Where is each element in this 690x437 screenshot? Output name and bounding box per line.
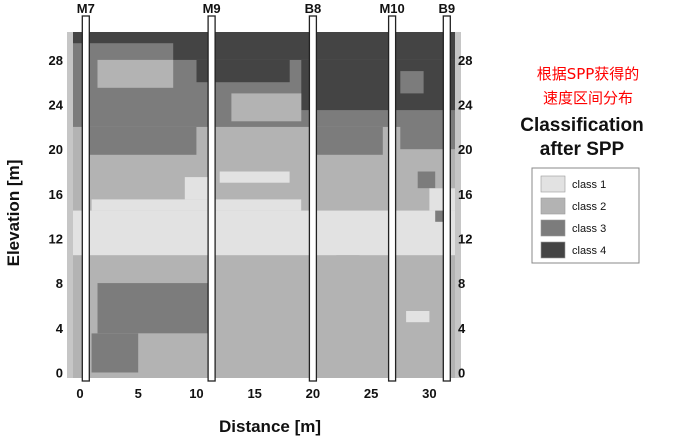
y-tick-label-right: 0 bbox=[458, 365, 465, 380]
right-side-strip bbox=[455, 32, 461, 378]
x-axis-title: Distance [m] bbox=[219, 417, 321, 436]
y-tick-label-right: 24 bbox=[458, 98, 473, 113]
class-3-region bbox=[435, 210, 447, 222]
y-tick-label-right: 28 bbox=[458, 53, 472, 68]
class-1-region bbox=[91, 199, 302, 211]
y-tick-label-left: 24 bbox=[49, 98, 64, 113]
class-3-region bbox=[312, 126, 383, 155]
class-1-region bbox=[73, 210, 455, 256]
class-4-region bbox=[301, 59, 455, 111]
x-tick-label: 0 bbox=[76, 386, 83, 401]
y-tick-label-left: 8 bbox=[56, 276, 63, 291]
class-2-region bbox=[231, 93, 302, 122]
x-tick-label: 15 bbox=[247, 386, 261, 401]
class-4-region bbox=[196, 59, 290, 83]
class-2-region bbox=[336, 255, 360, 267]
y-tick-label-right: 4 bbox=[458, 321, 466, 336]
y-axis-title: Elevation [m] bbox=[4, 160, 23, 267]
well-label: M10 bbox=[379, 1, 404, 16]
class-1-region bbox=[184, 177, 209, 200]
well-label: B9 bbox=[438, 1, 455, 16]
well-column bbox=[308, 15, 318, 382]
x-tick-label: 30 bbox=[422, 386, 436, 401]
well-label: B8 bbox=[305, 1, 322, 16]
x-tick-label: 10 bbox=[189, 386, 203, 401]
y-tick-label-right: 8 bbox=[458, 276, 465, 291]
y-tick-label-left: 0 bbox=[56, 365, 63, 380]
left-side-strip bbox=[67, 32, 73, 378]
text-line: after SPP bbox=[540, 139, 625, 160]
legend-label: class 4 bbox=[572, 245, 606, 257]
well-markers: M7 M9 B8 M10 B9 bbox=[77, 1, 455, 382]
text-line: 速度区间分布 bbox=[543, 89, 633, 107]
well-column bbox=[387, 15, 397, 382]
well-label: M9 bbox=[203, 1, 221, 16]
class-3-region bbox=[85, 126, 197, 155]
text-line: Classification bbox=[520, 115, 644, 136]
legend-label: class 2 bbox=[572, 201, 606, 213]
class-3-region bbox=[97, 283, 209, 334]
class-3-region bbox=[91, 333, 139, 373]
legend-swatch bbox=[540, 219, 566, 237]
y-tick-label-left: 4 bbox=[56, 321, 64, 336]
legend-swatch bbox=[540, 197, 566, 215]
well-column bbox=[81, 15, 90, 382]
class-3-region bbox=[417, 171, 436, 189]
legend-title: Classification after SPP bbox=[520, 115, 644, 160]
x-tick-label: 5 bbox=[135, 386, 142, 401]
legend: class 1 class 2 class 3 class 4 bbox=[540, 175, 606, 259]
y-tick-label-left: 20 bbox=[49, 142, 63, 157]
class-1-region bbox=[219, 171, 290, 183]
classification-map bbox=[67, 32, 461, 378]
y-tick-label-left: 12 bbox=[49, 231, 63, 246]
legend-swatch bbox=[540, 241, 566, 259]
chinese-annotation: 根据SPP获得的速度区间分布 bbox=[537, 65, 640, 107]
class-2-region bbox=[97, 59, 174, 88]
well-column bbox=[207, 15, 216, 382]
x-tick-label: 25 bbox=[364, 386, 378, 401]
text-line: 根据SPP获得的 bbox=[537, 65, 640, 83]
legend-label: class 3 bbox=[572, 223, 606, 235]
well-column bbox=[442, 15, 451, 382]
y-tick-label-left: 28 bbox=[49, 53, 63, 68]
y-tick-label-right: 16 bbox=[458, 187, 472, 202]
well-label: M7 bbox=[77, 1, 95, 16]
y-tick-label-right: 12 bbox=[458, 231, 472, 246]
y-tick-label-right: 20 bbox=[458, 142, 472, 157]
class-1-region bbox=[429, 188, 455, 211]
legend-label: class 1 bbox=[572, 179, 606, 191]
legend-swatch bbox=[540, 175, 566, 193]
x-tick-label: 20 bbox=[306, 386, 320, 401]
y-tick-label-left: 16 bbox=[49, 187, 63, 202]
class-1-region bbox=[406, 311, 430, 323]
class-3-region bbox=[400, 71, 424, 94]
